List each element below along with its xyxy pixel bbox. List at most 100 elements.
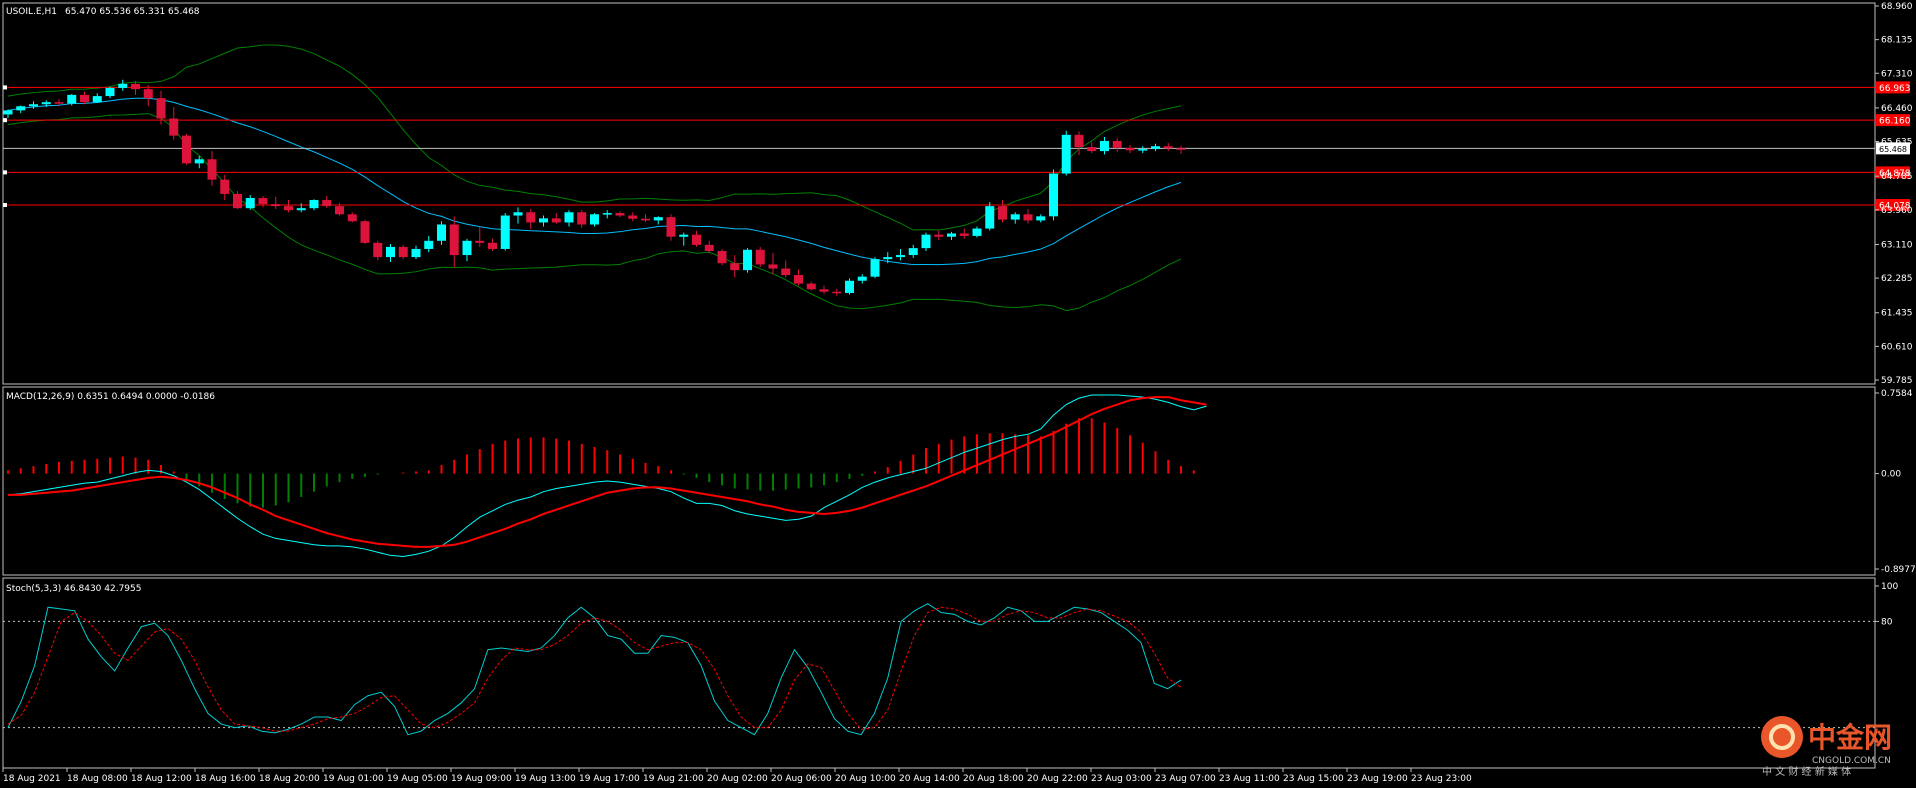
candle[interactable]	[679, 232, 689, 246]
candle[interactable]	[29, 101, 38, 109]
candle[interactable]	[857, 274, 867, 284]
candle[interactable]	[602, 210, 612, 219]
candle[interactable]	[373, 240, 383, 261]
candle[interactable]	[590, 213, 599, 227]
candle[interactable]	[794, 269, 803, 286]
time-tick-label: 19 Aug 09:00	[451, 774, 512, 784]
candle[interactable]	[449, 216, 459, 268]
candle[interactable]	[1023, 208, 1033, 224]
candle[interactable]	[143, 85, 153, 107]
candle[interactable]	[131, 81, 140, 95]
candle[interactable]	[717, 248, 727, 266]
candle[interactable]	[666, 214, 676, 241]
candle[interactable]	[80, 91, 89, 105]
candle[interactable]	[1151, 143, 1160, 152]
candle[interactable]	[1036, 214, 1046, 223]
candle[interactable]	[437, 221, 446, 245]
candle[interactable]	[641, 214, 650, 223]
candle[interactable]	[309, 199, 319, 211]
candle[interactable]	[386, 244, 395, 262]
candle[interactable]	[551, 213, 561, 224]
candle[interactable]	[424, 235, 434, 253]
candle[interactable]	[41, 100, 51, 108]
candle[interactable]	[743, 248, 752, 273]
candle[interactable]	[896, 248, 905, 261]
candle[interactable]	[398, 244, 408, 260]
candle[interactable]	[207, 151, 217, 186]
candle[interactable]	[870, 257, 880, 279]
candle[interactable]	[335, 203, 344, 216]
candle[interactable]	[475, 226, 485, 247]
candle[interactable]	[934, 230, 944, 240]
candle[interactable]	[1087, 142, 1097, 154]
candle[interactable]	[16, 105, 26, 114]
candle[interactable]	[692, 230, 701, 247]
candle[interactable]	[1138, 146, 1148, 154]
candle[interactable]	[959, 228, 969, 239]
candle[interactable]	[105, 86, 115, 99]
candle[interactable]	[271, 196, 281, 209]
candle[interactable]	[462, 238, 472, 262]
candle[interactable]	[1049, 169, 1058, 221]
candle[interactable]	[768, 253, 778, 275]
time-tick-label: 20 Aug 18:00	[963, 774, 1024, 784]
candle[interactable]	[628, 212, 638, 222]
candle[interactable]	[883, 252, 893, 264]
candle[interactable]	[233, 191, 242, 209]
candle[interactable]	[845, 278, 854, 295]
candle[interactable]	[781, 260, 791, 278]
candle[interactable]	[564, 210, 574, 227]
candle[interactable]	[1010, 212, 1020, 224]
candle[interactable]	[54, 98, 64, 107]
candle[interactable]	[220, 174, 230, 201]
candle[interactable]	[1112, 138, 1122, 152]
candle[interactable]	[156, 90, 166, 125]
candle[interactable]	[411, 245, 421, 260]
candle[interactable]	[347, 212, 357, 223]
candle[interactable]	[998, 200, 1007, 223]
candle[interactable]	[526, 208, 536, 230]
candle[interactable]	[284, 200, 293, 213]
candle[interactable]	[704, 240, 714, 254]
candle[interactable]	[1125, 145, 1135, 154]
candle[interactable]	[819, 285, 829, 294]
candle[interactable]	[1176, 145, 1186, 154]
candle[interactable]	[1100, 136, 1109, 155]
level-anchor-2	[3, 170, 7, 175]
stochastic-panel[interactable]: 100 80 Stoch(5,3,3) 46.8430 42.7955	[2, 577, 1898, 769]
candle[interactable]	[322, 195, 332, 209]
candle[interactable]	[67, 94, 77, 106]
candle[interactable]	[258, 195, 268, 208]
candle[interactable]	[908, 244, 918, 258]
candle[interactable]	[3, 109, 13, 119]
candle[interactable]	[194, 156, 204, 169]
candle[interactable]	[1074, 131, 1084, 156]
candle[interactable]	[985, 202, 995, 231]
candle[interactable]	[513, 207, 523, 224]
candle[interactable]	[832, 288, 842, 296]
candle[interactable]	[539, 215, 548, 227]
candle[interactable]	[500, 213, 510, 251]
candle[interactable]	[921, 232, 931, 251]
candle[interactable]	[615, 211, 625, 218]
candle[interactable]	[92, 93, 102, 104]
candle[interactable]	[296, 203, 306, 213]
candle[interactable]	[245, 195, 255, 210]
candle[interactable]	[730, 255, 740, 278]
candle[interactable]	[118, 79, 128, 91]
candle[interactable]	[1163, 142, 1173, 152]
candle[interactable]	[182, 133, 191, 165]
candle[interactable]	[755, 246, 765, 268]
candle[interactable]	[653, 216, 663, 225]
candle[interactable]	[169, 107, 179, 140]
candle[interactable]	[947, 231, 956, 240]
candle[interactable]	[577, 209, 587, 228]
candle[interactable]	[806, 281, 816, 291]
candle[interactable]	[1061, 130, 1071, 176]
candle[interactable]	[972, 226, 982, 238]
price-panel[interactable]: 66.963 66.160 64.878 64.078 65.468 68.960 68.…	[2, 2, 1913, 386]
macd-panel[interactable]: 0.7584 0.00 -0.8977 MACD(12,26,9) 0.6351 0…	[2, 386, 1916, 576]
candle[interactable]	[360, 219, 370, 245]
candle[interactable]	[488, 238, 497, 251]
